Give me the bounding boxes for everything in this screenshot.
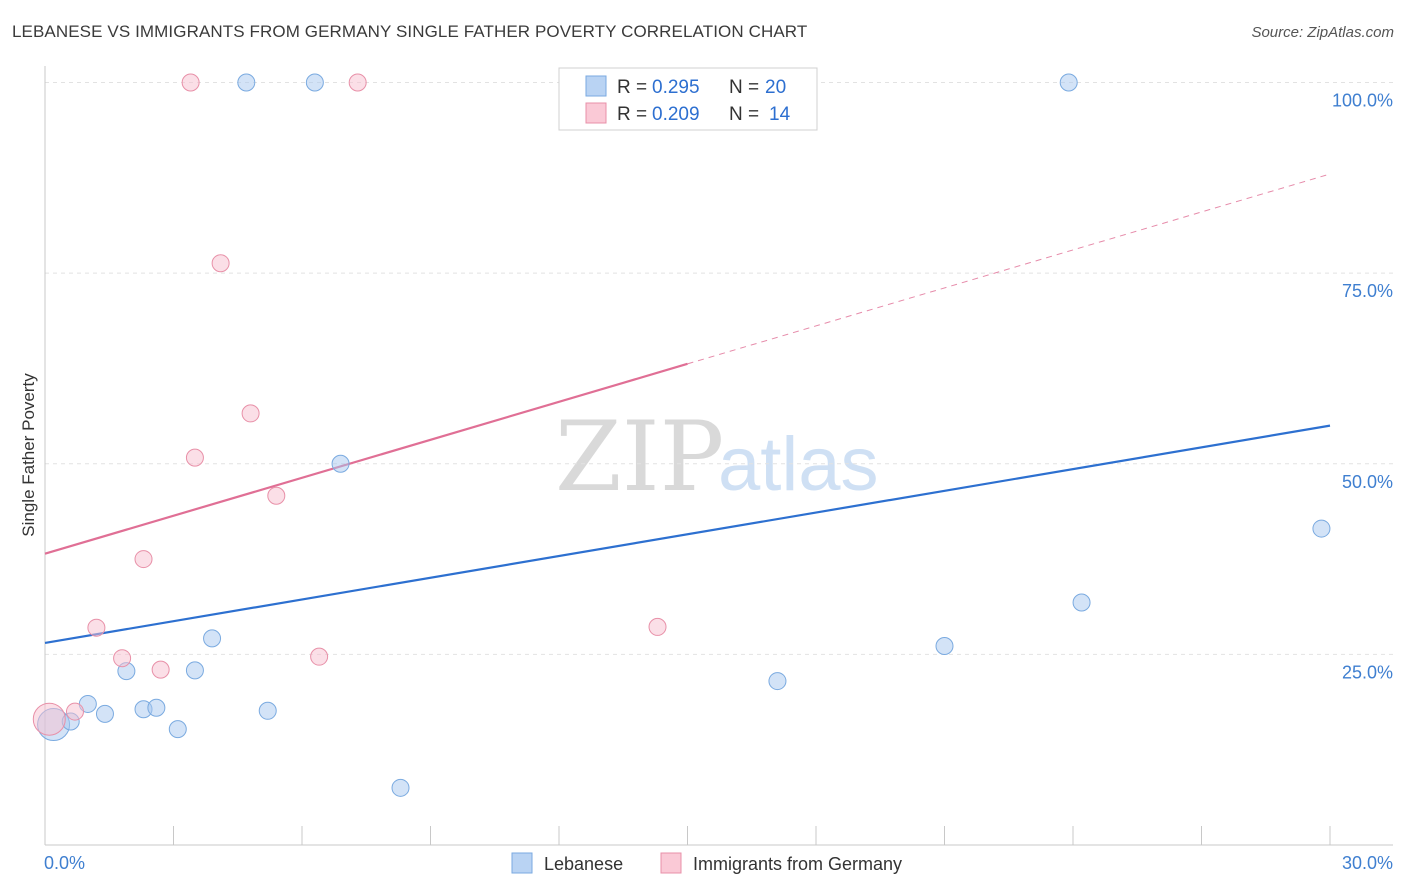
legend-n-label-2: N = [729,104,759,125]
trend-line-solid-0 [44,424,1331,645]
x-tick-label-min: 0.0% [44,853,85,873]
point-germany-6 [181,73,200,92]
point-germany-12 [348,73,367,92]
x-tick-label-max: 30.0% [1342,853,1393,873]
point-lebanese-14 [391,778,410,797]
legend-n-label-1: N = [729,77,759,98]
point-lebanese-7 [168,720,187,739]
legend-swatch-germany [585,102,607,124]
y-tick-label-50: 50.0% [1342,472,1393,492]
point-germany-9 [241,404,260,423]
watermark-zip: ZIP [555,401,724,513]
point-germany-7 [185,448,204,467]
point-lebanese-8 [185,661,204,680]
data-points [32,73,1331,797]
point-germany-13 [648,617,667,636]
legend-n-value-2: 14 [769,104,791,125]
point-germany-10 [267,486,286,505]
point-lebanese-13 [331,454,350,473]
point-lebanese-9 [203,629,222,648]
point-lebanese-15 [768,672,787,691]
legend-label-germany: Immigrants from Germany [693,854,902,874]
trend-lines [44,173,1331,645]
y-tick-label-25: 25.0% [1342,662,1393,682]
point-lebanese-17 [1059,73,1078,92]
legend-label-lebanese: Lebanese [544,854,623,874]
y-axis-title: Single Father Poverty [19,373,38,537]
point-germany-3 [113,649,132,668]
point-lebanese-18 [1072,593,1091,612]
legend-r-label-2: R = [617,104,647,125]
legend-n-value-1: 20 [765,77,786,98]
chart-source: Source: ZipAtlas.com [1251,24,1394,41]
axes [44,66,1393,846]
y-tick-label-75: 75.0% [1342,281,1393,301]
point-germany-5 [151,660,170,679]
trend-line-solid-1 [44,362,688,555]
point-germany-8 [211,254,230,273]
point-germany-0 [32,702,66,736]
point-germany-1 [65,702,84,721]
legend-r-value-2: 0.209 [652,104,700,125]
point-lebanese-11 [258,701,277,720]
point-lebanese-12 [305,73,324,92]
legend-r-label-1: R = [617,77,647,98]
point-lebanese-16 [935,636,954,655]
y-tick-label-100: 100.0% [1332,91,1393,111]
point-lebanese-3 [95,704,114,723]
watermark-atlas: atlas [718,422,879,507]
point-germany-11 [310,647,329,666]
series-legend: Lebanese Immigrants from Germany [511,852,902,874]
point-lebanese-10 [237,73,256,92]
legend-r-value-1: 0.295 [652,77,700,98]
grid-lines [45,82,1393,655]
point-germany-4 [134,550,153,569]
trend-line-dashed-1 [687,173,1331,365]
point-lebanese-19 [1312,519,1331,538]
legend-swatch-lebanese-bottom [511,852,533,874]
point-lebanese-6 [147,698,166,717]
legend-swatch-lebanese [585,75,607,97]
correlation-legend: R = 0.295 N = 20 R = 0.209 N = 14 [558,67,818,131]
legend-swatch-germany-bottom [660,852,682,874]
chart-title: LEBANESE VS IMMIGRANTS FROM GERMANY SING… [12,22,808,41]
point-germany-2 [87,618,106,637]
